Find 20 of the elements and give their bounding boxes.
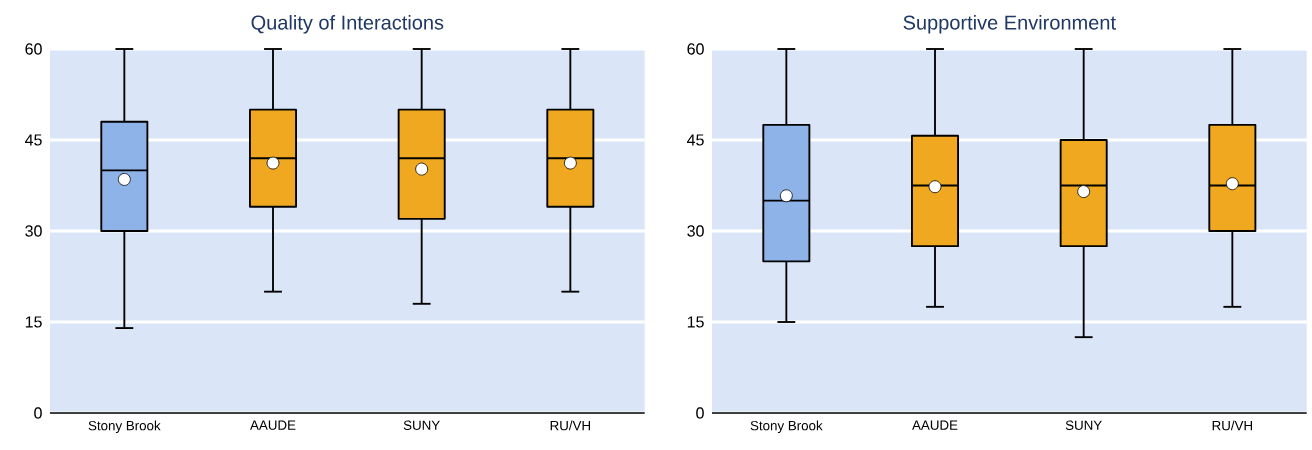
y-tick-label: 0 (34, 407, 42, 419)
x-tick-label: Stony Brook (750, 420, 823, 433)
x-tick-label: SUNY (403, 420, 440, 430)
x-tick-label: RU/VH (550, 420, 590, 431)
y-tick-label: 60 (687, 43, 704, 55)
y-tick-label: 15 (687, 316, 704, 328)
x-tick-label: Stony Brook (88, 420, 161, 433)
y-tick-label: 45 (25, 134, 42, 146)
x-tick-label: SUNY (1065, 420, 1102, 430)
y-tick-label: 30 (25, 225, 42, 237)
chart-title: Supportive Environment (903, 14, 1116, 34)
chart-title: Quality of Interactions (251, 14, 444, 34)
y-tick-label: 15 (25, 316, 42, 328)
x-tick-label: RU/VH (1212, 420, 1253, 431)
y-tick-label: 30 (687, 225, 704, 237)
y-tick-label: 0 (696, 407, 704, 419)
x-tick-label: AAUDE (912, 420, 958, 430)
y-tick-label: 45 (687, 134, 704, 146)
x-tick-label: AAUDE (250, 420, 296, 430)
y-tick-label: 60 (25, 43, 42, 55)
